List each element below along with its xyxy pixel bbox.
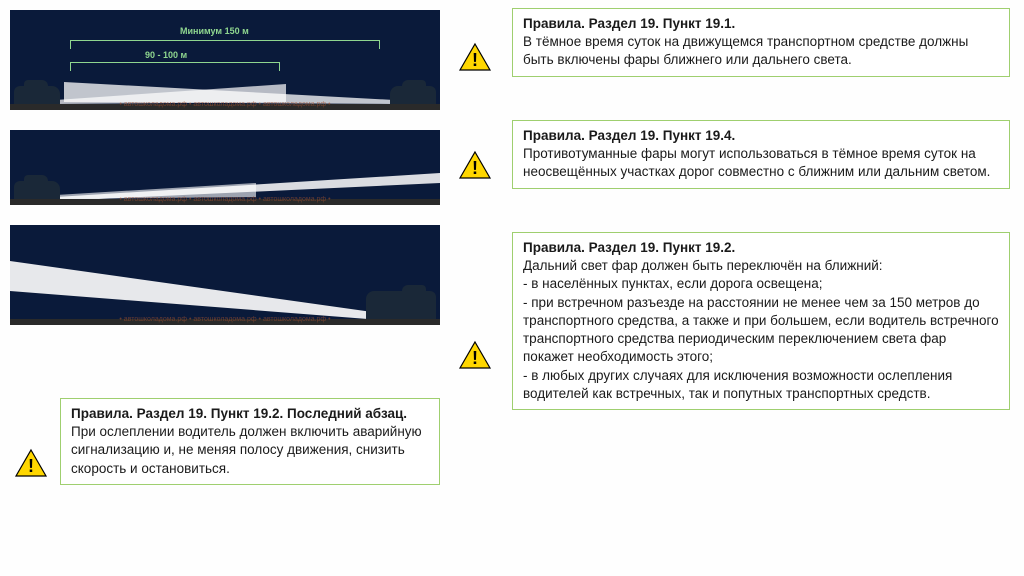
- warning-icon: !: [458, 150, 492, 180]
- rule-body: В тёмное время суток на движущемся транс…: [523, 34, 968, 67]
- svg-text:!: !: [472, 348, 478, 368]
- beam-right: [64, 74, 394, 104]
- rule-19-2-last: Правила. Раздел 19. Пункт 19.2. Последни…: [60, 398, 440, 485]
- watermark: • автошколадома.рф • автошколадома.рф • …: [10, 316, 440, 323]
- diagram-1: Минимум 150 м 90 - 100 м • автошколадома…: [10, 10, 440, 110]
- rule-p1: - в населённых пунктах, если дорога осве…: [523, 276, 823, 291]
- label-90-100: 90 - 100 м: [145, 50, 187, 60]
- rule-19-1: Правила. Раздел 19. Пункт 19.1. В тёмное…: [512, 8, 1010, 77]
- watermark: • автошколадома.рф • автошколадома.рф • …: [10, 196, 440, 203]
- watermark: • автошколадома.рф • автошколадома.рф • …: [10, 101, 440, 108]
- rule-19-4: Правила. Раздел 19. Пункт 19.4. Противот…: [512, 120, 1010, 189]
- svg-text:!: !: [28, 456, 34, 476]
- svg-text:!: !: [472, 50, 478, 70]
- diagram-2: • автошколадома.рф • автошколадома.рф • …: [10, 130, 440, 205]
- warning-icon: !: [458, 42, 492, 72]
- rule-intro: Дальний свет фар должен быть переключён …: [523, 258, 883, 273]
- warning-icon: !: [458, 340, 492, 370]
- rule-title: Правила. Раздел 19. Пункт 19.2.: [523, 240, 735, 255]
- rule-p2: - при встречном разъезде на расстоянии н…: [523, 295, 999, 365]
- rule-title: Правила. Раздел 19. Пункт 19.1.: [523, 16, 735, 31]
- svg-text:!: !: [472, 158, 478, 178]
- warning-icon: !: [14, 448, 48, 478]
- rule-p3: - в любых других случаях для исключения …: [523, 368, 952, 401]
- rule-body: Противотуманные фары могут использоватьс…: [523, 146, 990, 179]
- rule-title: Правила. Раздел 19. Пункт 19.4.: [523, 128, 735, 143]
- label-min150: Минимум 150 м: [180, 26, 249, 36]
- beam-glare: [10, 261, 394, 321]
- rule-body: При ослеплении водитель должен включить …: [71, 424, 422, 475]
- diagram-3: • автошколадома.рф • автошколадома.рф • …: [10, 225, 440, 325]
- rule-19-2: Правила. Раздел 19. Пункт 19.2. Дальний …: [512, 232, 1010, 410]
- rule-title: Правила. Раздел 19. Пункт 19.2. Последни…: [71, 406, 407, 421]
